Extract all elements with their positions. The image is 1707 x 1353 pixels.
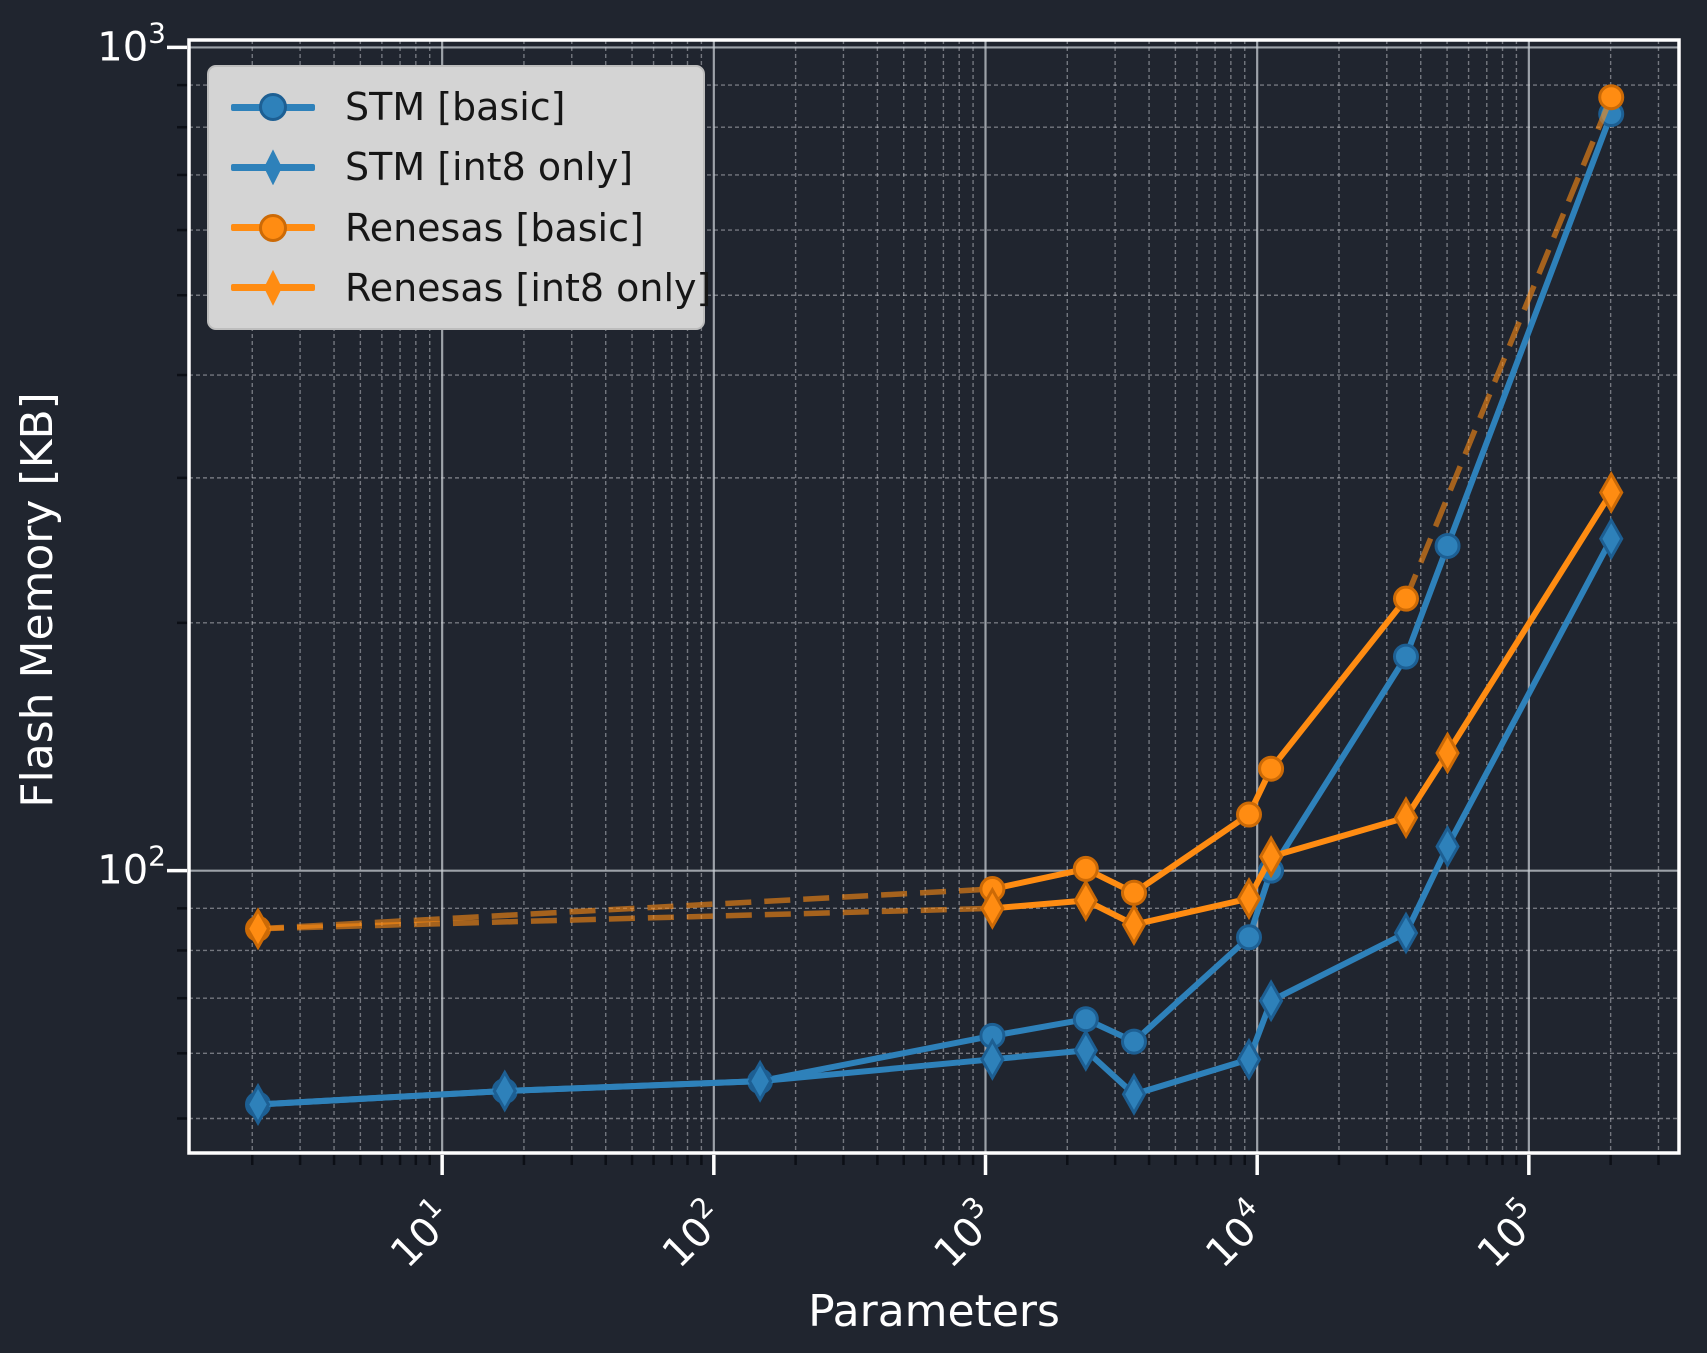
data-point <box>1235 924 1262 951</box>
data-point <box>1393 911 1419 955</box>
data-point <box>980 1037 1005 1081</box>
data-point <box>1072 1006 1099 1033</box>
y-tick-label: 103 <box>97 16 166 70</box>
data-point <box>747 1059 773 1103</box>
x-axis-label: Parameters <box>808 1286 1060 1337</box>
data-point <box>1121 1072 1147 1116</box>
data-point <box>1598 470 1624 515</box>
data-point <box>245 907 271 951</box>
data-point <box>1435 824 1460 869</box>
data-point <box>1121 903 1147 947</box>
legend-label: Renesas [basic] <box>345 205 644 250</box>
legend-label: Renesas [int8 only] <box>345 265 712 310</box>
data-series <box>245 84 1625 1127</box>
data-point <box>1236 1037 1262 1081</box>
circle-marker-icon <box>259 213 287 242</box>
y-tick-label: 102 <box>97 840 166 894</box>
data-point <box>1392 585 1419 612</box>
series-markers <box>245 470 1624 951</box>
data-point <box>1258 835 1284 879</box>
data-point <box>1236 877 1262 921</box>
legend-item-stm-basic: STM [basic] <box>231 79 681 135</box>
legend-label: STM [int8 only] <box>345 145 634 190</box>
data-point <box>1073 1028 1099 1072</box>
diamond-marker-icon <box>264 269 282 306</box>
data-point <box>1392 643 1419 670</box>
legend-sample-stm-basic <box>231 85 315 129</box>
series-stm-int8-only- <box>245 517 1624 1127</box>
y-axis-label: Flash Memory [KB] <box>12 392 63 808</box>
data-point <box>1258 979 1284 1023</box>
circle-marker-icon <box>259 93 287 122</box>
data-point <box>245 1082 271 1127</box>
legend-sample-stm-int8 <box>231 145 315 189</box>
data-point <box>1435 731 1460 775</box>
data-point <box>1073 878 1099 923</box>
data-point <box>1120 879 1147 906</box>
data-point <box>1235 801 1262 828</box>
axis-ticks <box>167 45 1660 1175</box>
data-point <box>492 1069 517 1113</box>
legend-item-renesas-basic: Renesas [basic] <box>231 200 681 256</box>
legend-sample-renesas-int8 <box>231 266 315 310</box>
data-point <box>980 886 1005 930</box>
legend-item-stm-int8: STM [int8 only] <box>231 139 681 195</box>
data-point <box>1598 517 1624 561</box>
legend-label: STM [basic] <box>345 85 566 130</box>
legend-item-renesas-int8: Renesas [int8 only] <box>231 260 711 316</box>
data-point <box>1072 855 1099 882</box>
legend: STM [basic] STM [int8 only] Renesas [bas… <box>207 65 711 330</box>
data-point <box>1434 532 1461 559</box>
data-point <box>1598 84 1625 111</box>
data-point <box>1120 1028 1147 1055</box>
data-point <box>1258 755 1285 782</box>
legend-sample-renesas-basic <box>231 206 315 250</box>
data-point <box>1393 796 1419 840</box>
plot-border <box>187 38 1681 1155</box>
series-renesas-int8-only- <box>245 470 1624 951</box>
series-markers <box>245 517 1624 1127</box>
diamond-marker-icon <box>264 149 282 186</box>
